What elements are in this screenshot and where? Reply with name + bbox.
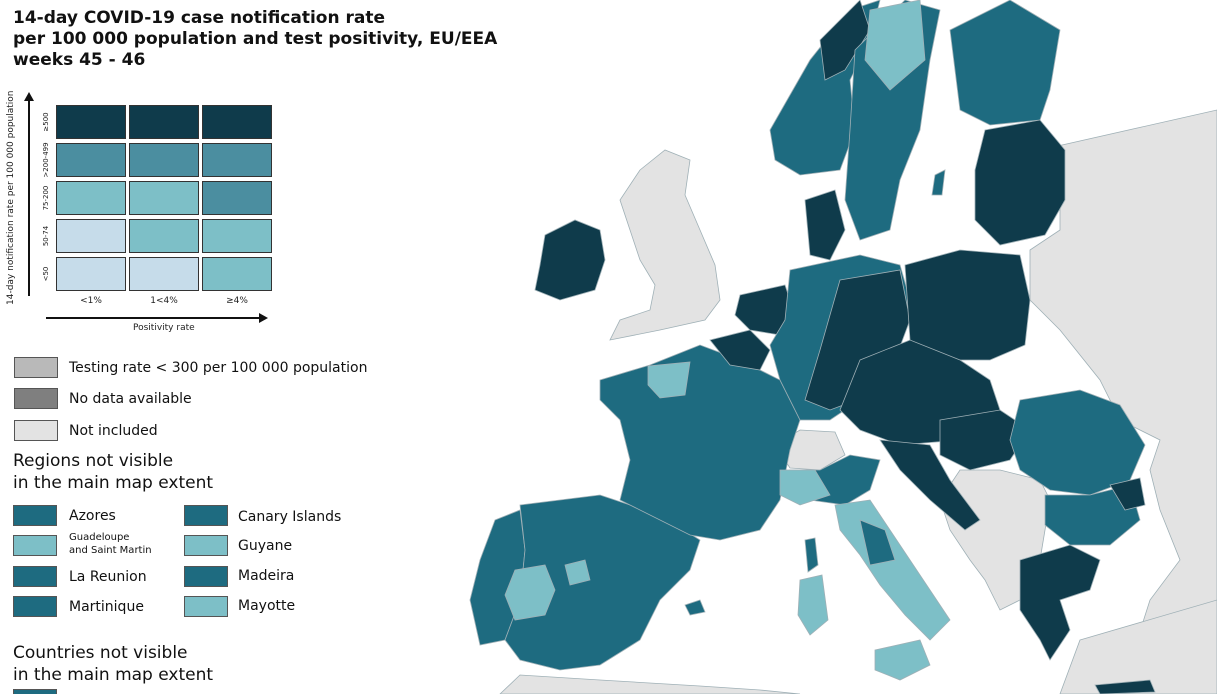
belgium [709, 329, 771, 371]
matrix-column-label: <1% [80, 296, 102, 306]
corsica [804, 537, 819, 573]
matrix-row-label: 50-74 [42, 225, 50, 247]
guadeloupe-label-line-2: and Saint Martin [69, 545, 152, 556]
canary-islands-label: Canary Islands [238, 509, 342, 525]
bulgaria-dark [1109, 477, 1146, 511]
countries-heading: Countries not visible in the main map ex… [13, 642, 213, 686]
countries-heading-line-2: in the main map extent [13, 665, 214, 685]
la-reunion-swatch [13, 566, 57, 587]
matrix-cell [202, 219, 272, 253]
title-line-1: 14-day COVID-19 case notification rate [13, 8, 386, 28]
matrix-cell [56, 219, 126, 253]
uk-not-included [609, 149, 721, 341]
spain-light-region-2 [564, 559, 591, 586]
guadeloupe-swatch [13, 535, 57, 556]
azores-label: Azores [69, 508, 116, 524]
spain-light-region [504, 564, 556, 621]
matrix-cell [129, 143, 199, 177]
title-line-2: per 100 000 population and test positivi… [13, 29, 498, 49]
north-africa-not-included [499, 674, 801, 694]
matrix-cell [56, 105, 126, 139]
mayotte-label: Mayotte [238, 598, 296, 614]
italy-north-light [779, 469, 831, 506]
sardinia [797, 574, 829, 636]
ireland [534, 219, 606, 301]
countries-heading-line-1: Countries not visible [13, 643, 188, 663]
mayotte-swatch [184, 596, 228, 617]
martinique-label: Martinique [69, 599, 144, 615]
title-line-3: weeks 45 - 46 [13, 50, 146, 70]
finland [949, 0, 1061, 126]
balearic [684, 599, 706, 616]
matrix-cell [56, 181, 126, 215]
slovenia-croatia [879, 439, 981, 531]
madeira-label: Madeira [238, 568, 295, 584]
matrix-row-label: ≥500 [42, 112, 50, 132]
y-axis-arrow [24, 92, 34, 296]
not-included-swatch [14, 420, 58, 441]
guadeloupe-label-line-1: Guadeloupe [69, 532, 130, 543]
guadeloupe-label: Guadeloupe and Saint Martin [69, 531, 152, 557]
italy-center-dark [859, 519, 896, 566]
matrix-row-label: 75-200 [42, 185, 50, 211]
hungary [939, 409, 1031, 471]
matrix-cell [129, 257, 199, 291]
matrix-column-label: ≥4% [226, 296, 248, 306]
countries-swatch [13, 689, 57, 694]
x-axis-label: Positivity rate [133, 323, 195, 333]
azores-swatch [13, 505, 57, 526]
turkey-not-included [1059, 599, 1217, 694]
italy-center [834, 499, 951, 641]
la-reunion-label: La Reunion [69, 569, 147, 585]
no-data-label: No data available [69, 391, 192, 407]
testing-rate-label: Testing rate < 300 per 100 000 populatio… [69, 360, 368, 376]
regions-heading-line-1: Regions not visible [13, 451, 174, 471]
map-title: 14-day COVID-19 case notification rate p… [13, 8, 497, 71]
normandy-light [647, 361, 691, 399]
x-axis-arrow [46, 313, 268, 323]
matrix-cell [56, 257, 126, 291]
matrix-cell [202, 105, 272, 139]
matrix-cell [129, 219, 199, 253]
canary-islands-swatch [184, 505, 228, 526]
baltics [974, 119, 1066, 246]
matrix-cell [202, 143, 272, 177]
guyane-label: Guyane [238, 538, 293, 554]
poland [904, 249, 1031, 361]
y-axis-label: 14-day notification rate per 100 000 pop… [6, 90, 16, 305]
gotland [931, 169, 946, 196]
bulgaria [1044, 484, 1141, 546]
sweden-light [864, 0, 926, 91]
eastern-europe-not-included [1029, 109, 1217, 694]
madeira-swatch [184, 566, 228, 587]
matrix-row-label: <50 [42, 266, 50, 282]
martinique-swatch [13, 596, 57, 617]
matrix-row-label: >200-499 [42, 142, 50, 178]
matrix-cell [56, 143, 126, 177]
sicily [874, 639, 931, 681]
crete [1094, 679, 1156, 694]
matrix-cell [129, 181, 199, 215]
matrix-cell [202, 257, 272, 291]
no-data-swatch [14, 388, 58, 409]
guyane-swatch [184, 535, 228, 556]
regions-heading-line-2: in the main map extent [13, 473, 214, 493]
romania [1009, 389, 1146, 496]
regions-heading: Regions not visible in the main map exte… [13, 450, 213, 494]
matrix-cell [129, 105, 199, 139]
matrix-cell [202, 181, 272, 215]
denmark [804, 189, 846, 261]
greece [1019, 544, 1101, 661]
testing-rate-swatch [14, 357, 58, 378]
not-included-label: Not included [69, 423, 158, 439]
matrix-column-label: 1<4% [150, 296, 178, 306]
